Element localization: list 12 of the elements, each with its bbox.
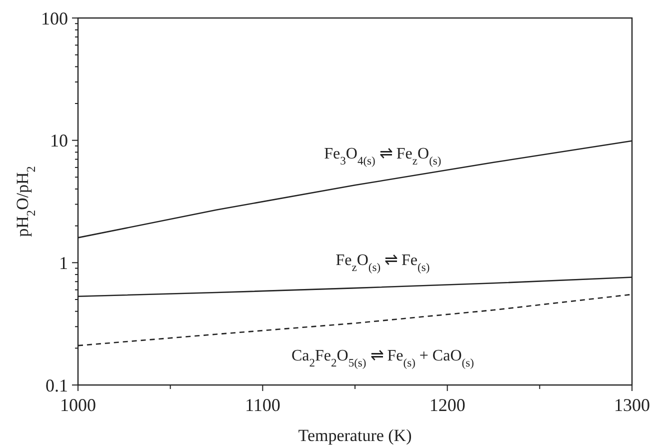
x-tick-label: 1100 [244, 395, 280, 415]
y-tick-label: 10 [50, 130, 68, 151]
series-label: Fe$_{3}$O$_{4(s)}$ ⇌ Fe$_{z}$O$_{(s)}$ [324, 146, 442, 168]
x-axis-title: Temperature (K) [298, 426, 412, 445]
series-label: Fe$_{z}$O$_{(s)}$ ⇌ Fe$_{(s)}$ [336, 252, 430, 274]
y-tick-label: 100 [41, 8, 68, 28]
y-tick-label: 0.1 [46, 375, 68, 396]
x-tick-label: 1000 [60, 395, 96, 415]
text: Ca$_{2}$Fe$_{2}$O$_{5(s)}$ ⇌ Fe$_{(s)}$ + CaO$_{(s)}$ [291, 348, 474, 370]
x-tick-label: 1200 [429, 395, 466, 415]
y-tick-label: 1 [59, 252, 68, 273]
x-tick-label: 1300 [614, 395, 650, 415]
